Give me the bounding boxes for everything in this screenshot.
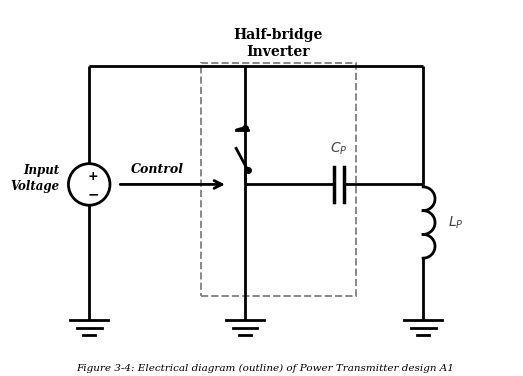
Text: Control: Control [131, 162, 184, 176]
Text: +: + [88, 170, 98, 182]
Bar [200, 63, 356, 296]
Text: −: − [87, 187, 99, 201]
Text: Half-bridge
Inverter: Half-bridge Inverter [234, 28, 323, 59]
Text: Input
Voltage: Input Voltage [10, 164, 60, 193]
Text: $C_P$: $C_P$ [330, 141, 348, 157]
Text: $L_P$: $L_P$ [448, 214, 463, 231]
Text: Figure 3-4: Electrical diagram (outline) of Power Transmitter design A1: Figure 3-4: Electrical diagram (outline)… [76, 364, 454, 373]
